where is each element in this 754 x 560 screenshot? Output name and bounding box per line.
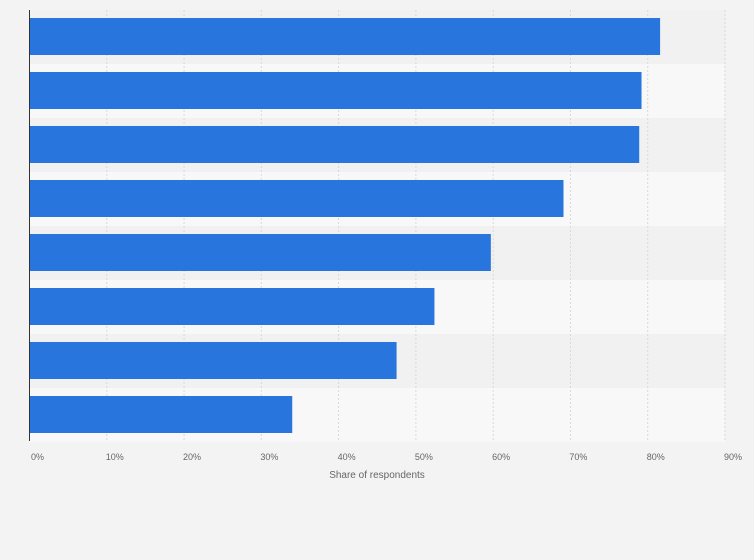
x-tick-label: 30% xyxy=(260,452,278,462)
bar[interactable] xyxy=(29,18,661,55)
bar[interactable] xyxy=(29,180,564,217)
x-tick-label: 20% xyxy=(183,452,201,462)
x-tick-label: 0% xyxy=(31,452,44,462)
bar[interactable] xyxy=(29,396,293,433)
bar[interactable] xyxy=(29,234,491,271)
bar[interactable] xyxy=(29,72,642,109)
x-tick-label: 80% xyxy=(647,452,665,462)
x-tick-label: 10% xyxy=(106,452,124,462)
x-tick-label: 90% xyxy=(724,452,742,462)
bar[interactable] xyxy=(29,288,435,325)
x-axis-label: Share of respondents xyxy=(329,470,425,481)
bar[interactable] xyxy=(29,126,640,163)
x-tick-label: 50% xyxy=(415,452,433,462)
x-tick-label: 40% xyxy=(338,452,356,462)
x-tick-label: 70% xyxy=(569,452,587,462)
x-tick-label: 60% xyxy=(492,452,510,462)
bar[interactable] xyxy=(29,342,397,379)
